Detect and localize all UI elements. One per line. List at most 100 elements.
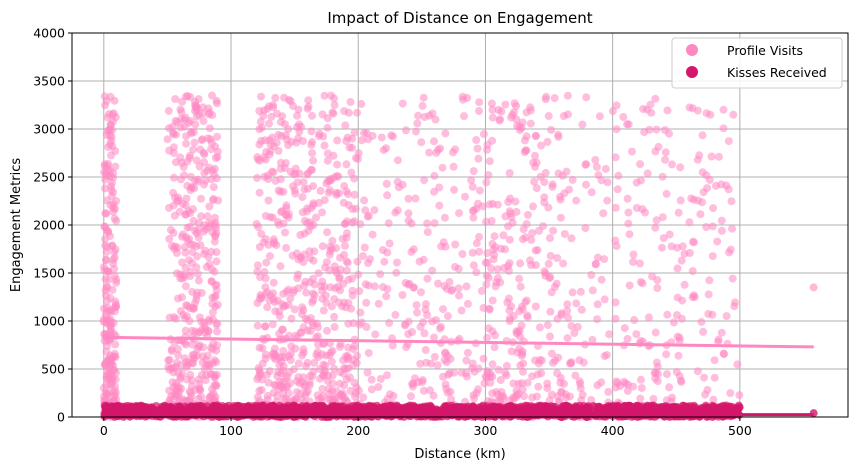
profile-visits-point — [262, 258, 271, 267]
profile-visits-point — [258, 344, 267, 353]
profile-visits-point — [475, 107, 483, 115]
profile-visits-point — [482, 280, 491, 289]
profile-visits-point — [611, 153, 620, 162]
profile-visits-point — [287, 314, 296, 323]
profile-visits-point — [183, 92, 192, 100]
profile-visits-point — [362, 323, 371, 331]
profile-visits-point — [735, 391, 744, 400]
profile-visits-point — [190, 350, 199, 359]
profile-visits-point — [307, 127, 316, 136]
profile-visits-point — [308, 111, 316, 120]
profile-visits-point — [547, 349, 556, 358]
profile-visits-point — [628, 147, 636, 156]
profile-visits-point — [299, 258, 308, 266]
kisses-received-point — [393, 401, 402, 410]
profile-visits-point — [320, 141, 329, 150]
profile-visits-point — [668, 160, 676, 169]
profile-visits-point — [104, 227, 113, 236]
profile-visits-point — [488, 239, 497, 248]
profile-visits-point — [412, 301, 421, 310]
profile-visits-point — [254, 364, 263, 373]
profile-visits-point — [425, 111, 434, 120]
profile-visits-point — [111, 297, 120, 306]
profile-visits-point — [347, 168, 356, 177]
profile-visits-point — [355, 287, 364, 296]
profile-visits-point — [515, 344, 524, 353]
profile-visits-point — [512, 102, 521, 111]
profile-visits-point — [728, 224, 736, 233]
profile-visits-point — [314, 198, 323, 207]
profile-visits-point — [197, 212, 206, 221]
profile-visits-point — [209, 339, 218, 348]
profile-visits-point — [648, 272, 657, 281]
profile-visits-point — [531, 261, 540, 270]
profile-visits-point — [274, 146, 283, 155]
profile-visits-point — [276, 187, 285, 196]
profile-visits-point — [176, 175, 185, 184]
profile-visits-point — [473, 144, 482, 153]
kisses-received-point — [282, 412, 291, 420]
profile-visits-point — [546, 251, 555, 260]
profile-visits-point — [674, 208, 683, 217]
profile-visits-point — [264, 196, 273, 205]
profile-visits-point — [469, 261, 478, 270]
profile-visits-point — [279, 378, 288, 386]
profile-visits-point — [330, 364, 339, 373]
profile-visits-point — [651, 94, 660, 103]
kisses-received-point — [152, 412, 161, 421]
profile-visits-point — [341, 241, 349, 250]
profile-visits-point — [271, 307, 280, 316]
profile-visits-point — [332, 188, 341, 197]
profile-visits-point — [367, 385, 376, 394]
profile-visits-point — [208, 359, 217, 368]
profile-visits-point — [505, 169, 514, 178]
profile-visits-point — [611, 383, 620, 392]
kisses-received-point — [368, 403, 377, 412]
profile-visits-point — [702, 109, 711, 118]
profile-visits-point — [255, 125, 264, 134]
profile-visits-point — [265, 136, 274, 145]
profile-visits-point — [101, 235, 110, 244]
profile-visits-point — [480, 379, 489, 388]
x-tick-label: 300 — [474, 423, 498, 438]
profile-visits-point — [255, 107, 264, 115]
profile-visits-point — [499, 231, 508, 240]
profile-visits-point — [314, 132, 323, 141]
kisses-received-point — [238, 402, 247, 411]
profile-visits-point — [550, 94, 559, 103]
profile-visits-point — [522, 220, 531, 228]
profile-visits-point — [323, 123, 332, 132]
profile-visits-point — [488, 105, 497, 114]
profile-visits-point — [602, 351, 611, 359]
profile-visits-point — [468, 248, 477, 257]
profile-visits-point — [191, 327, 200, 336]
profile-visits-point — [454, 284, 463, 293]
kisses-received-point — [258, 401, 267, 410]
profile-visits-point — [261, 212, 270, 220]
profile-visits-point — [454, 264, 463, 273]
profile-visits-point — [502, 361, 511, 370]
legend-label-kisses-received: Kisses Received — [727, 65, 827, 80]
profile-visits-point — [733, 360, 742, 369]
profile-visits-point — [412, 127, 420, 136]
profile-visits-point — [685, 218, 694, 227]
profile-visits-point — [578, 120, 587, 129]
profile-visits-point — [293, 111, 302, 120]
kisses-received-point — [708, 403, 717, 412]
profile-visits-point — [363, 368, 372, 377]
profile-visits-point — [568, 175, 577, 184]
profile-visits-point — [180, 122, 189, 131]
profile-visits-point — [662, 189, 671, 198]
profile-visits-point — [107, 192, 116, 201]
profile-visits-point — [300, 250, 309, 259]
profile-visits-point — [458, 250, 467, 258]
profile-visits-point — [636, 160, 645, 169]
profile-visits-point — [318, 286, 326, 295]
profile-visits-point — [514, 328, 523, 336]
profile-visits-trend-line — [103, 335, 814, 349]
profile-visits-point — [368, 131, 377, 140]
profile-visits-point — [462, 356, 471, 365]
profile-visits-point — [213, 319, 222, 328]
profile-visits-point — [269, 289, 278, 298]
profile-visits-point — [384, 219, 393, 228]
